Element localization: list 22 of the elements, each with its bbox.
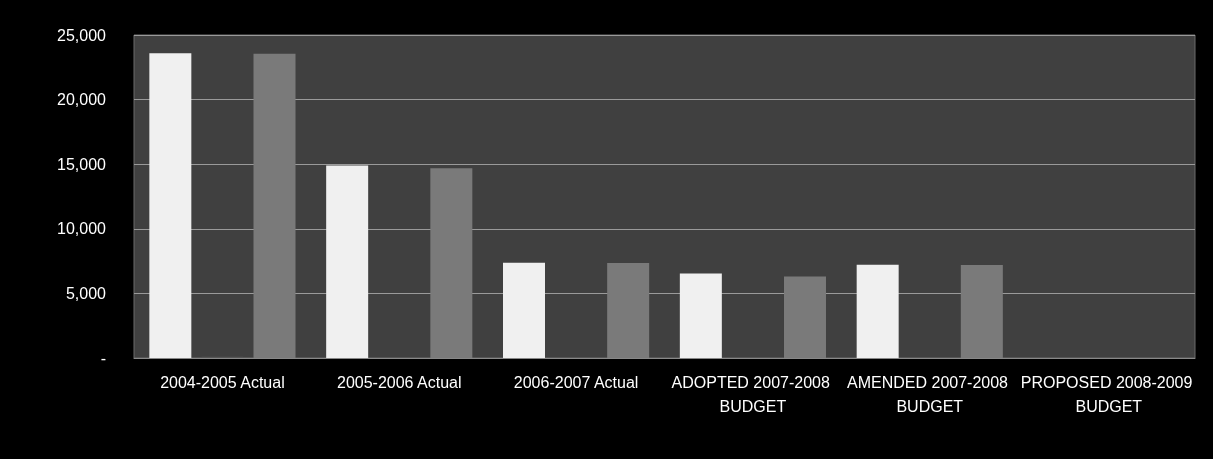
bar [149,53,192,358]
bar [856,264,899,358]
y-tick-label: 10,000 [57,220,107,238]
x-tick-label: 2006-2007 Actual [513,373,639,391]
x-tick-label: 2004-2005 Actual [160,373,285,391]
y-tick-label: 5,000 [65,284,107,302]
bar [326,165,369,358]
bar [430,168,473,358]
x-tick-label: PROPOSED 2008-2009 BUDGET [1020,373,1193,415]
y-tick-label: - [100,349,106,367]
y-tick-label: 25,000 [57,26,107,44]
y-tick-label: 15,000 [57,155,107,173]
bar [253,53,296,358]
bar [607,263,650,358]
bar [503,262,545,358]
bar [679,273,722,358]
x-tick-label: AMENDED 2007-2008 BUDGET [847,373,1013,415]
y-tick-label: 20,000 [57,91,107,109]
bar [784,276,826,358]
x-tick-label: 2005-2006 Actual [336,373,462,391]
x-tick-label: ADOPTED 2007-2008 BUDGET [671,373,835,415]
bar [960,264,1003,358]
